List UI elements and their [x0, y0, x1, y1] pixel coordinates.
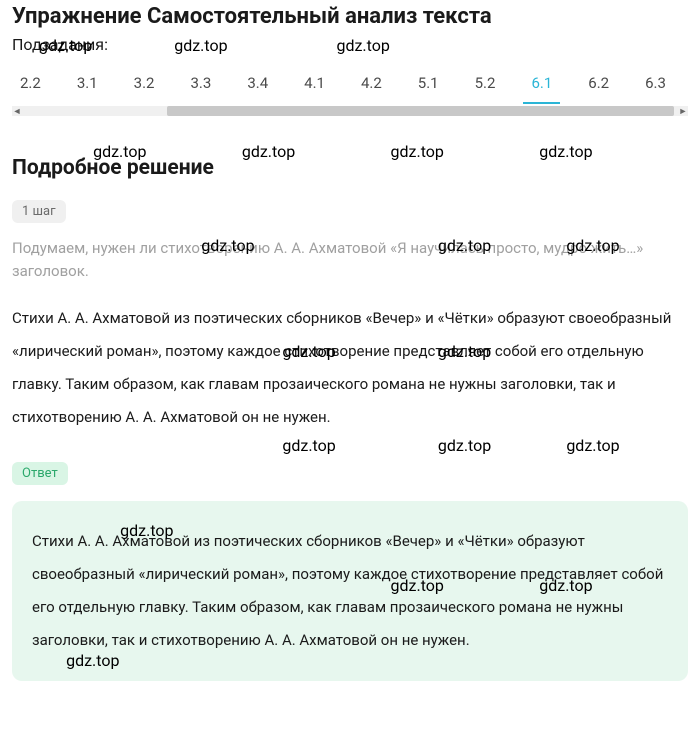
- scroll-right-icon[interactable]: ►: [678, 106, 688, 116]
- tab-6-3[interactable]: 6.3: [637, 70, 674, 96]
- tabs-scrollbar[interactable]: ◄ ►: [12, 106, 688, 116]
- tab-3-2[interactable]: 3.2: [126, 70, 163, 96]
- tab-6-2[interactable]: 6.2: [580, 70, 617, 96]
- page-title: Упражнение Самостоятельный анализ текста: [12, 4, 688, 29]
- solution-hint: Подумаем, нужен ли стихотворению А. А. А…: [12, 237, 688, 282]
- tab-6-1[interactable]: 6.1: [523, 70, 560, 96]
- tab-3-1[interactable]: 3.1: [69, 70, 106, 96]
- watermark-text: gdz.top: [566, 436, 619, 455]
- solution-heading: Подробное решение: [12, 156, 688, 180]
- tab-4-2[interactable]: 4.2: [353, 70, 390, 96]
- tabs-container: 2.2 3.1 3.2 3.3 3.4 4.1 4.2 5.1 5.2 6.1 …: [12, 60, 688, 116]
- scroll-left-icon[interactable]: ◄: [12, 106, 22, 116]
- answer-box: Стихи А. А. Ахматовой из поэтических сбо…: [12, 501, 688, 681]
- solution-body: Стихи А. А. Ахматовой из поэтических сбо…: [12, 302, 688, 434]
- scroll-thumb[interactable]: [167, 106, 674, 116]
- page-root: Упражнение Самостоятельный анализ текста…: [12, 4, 688, 681]
- tab-3-4[interactable]: 3.4: [239, 70, 276, 96]
- subtasks-label: Подзадания:: [12, 35, 688, 54]
- tab-5-2[interactable]: 5.2: [467, 70, 504, 96]
- tab-2-2[interactable]: 2.2: [12, 70, 49, 96]
- tab-5-1[interactable]: 5.1: [410, 70, 447, 96]
- answer-badge: Ответ: [12, 462, 68, 485]
- tabs-row: 2.2 3.1 3.2 3.3 3.4 4.1 4.2 5.1 5.2 6.1 …: [12, 60, 688, 104]
- step-badge: 1 шаг: [12, 200, 66, 223]
- tab-3-3[interactable]: 3.3: [182, 70, 219, 96]
- tab-4-1[interactable]: 4.1: [296, 70, 333, 96]
- watermark-text: gdz.top: [438, 436, 491, 455]
- answer-text: Стихи А. А. Ахматовой из поэтических сбо…: [32, 525, 668, 657]
- watermark-text: gdz.top: [282, 436, 335, 455]
